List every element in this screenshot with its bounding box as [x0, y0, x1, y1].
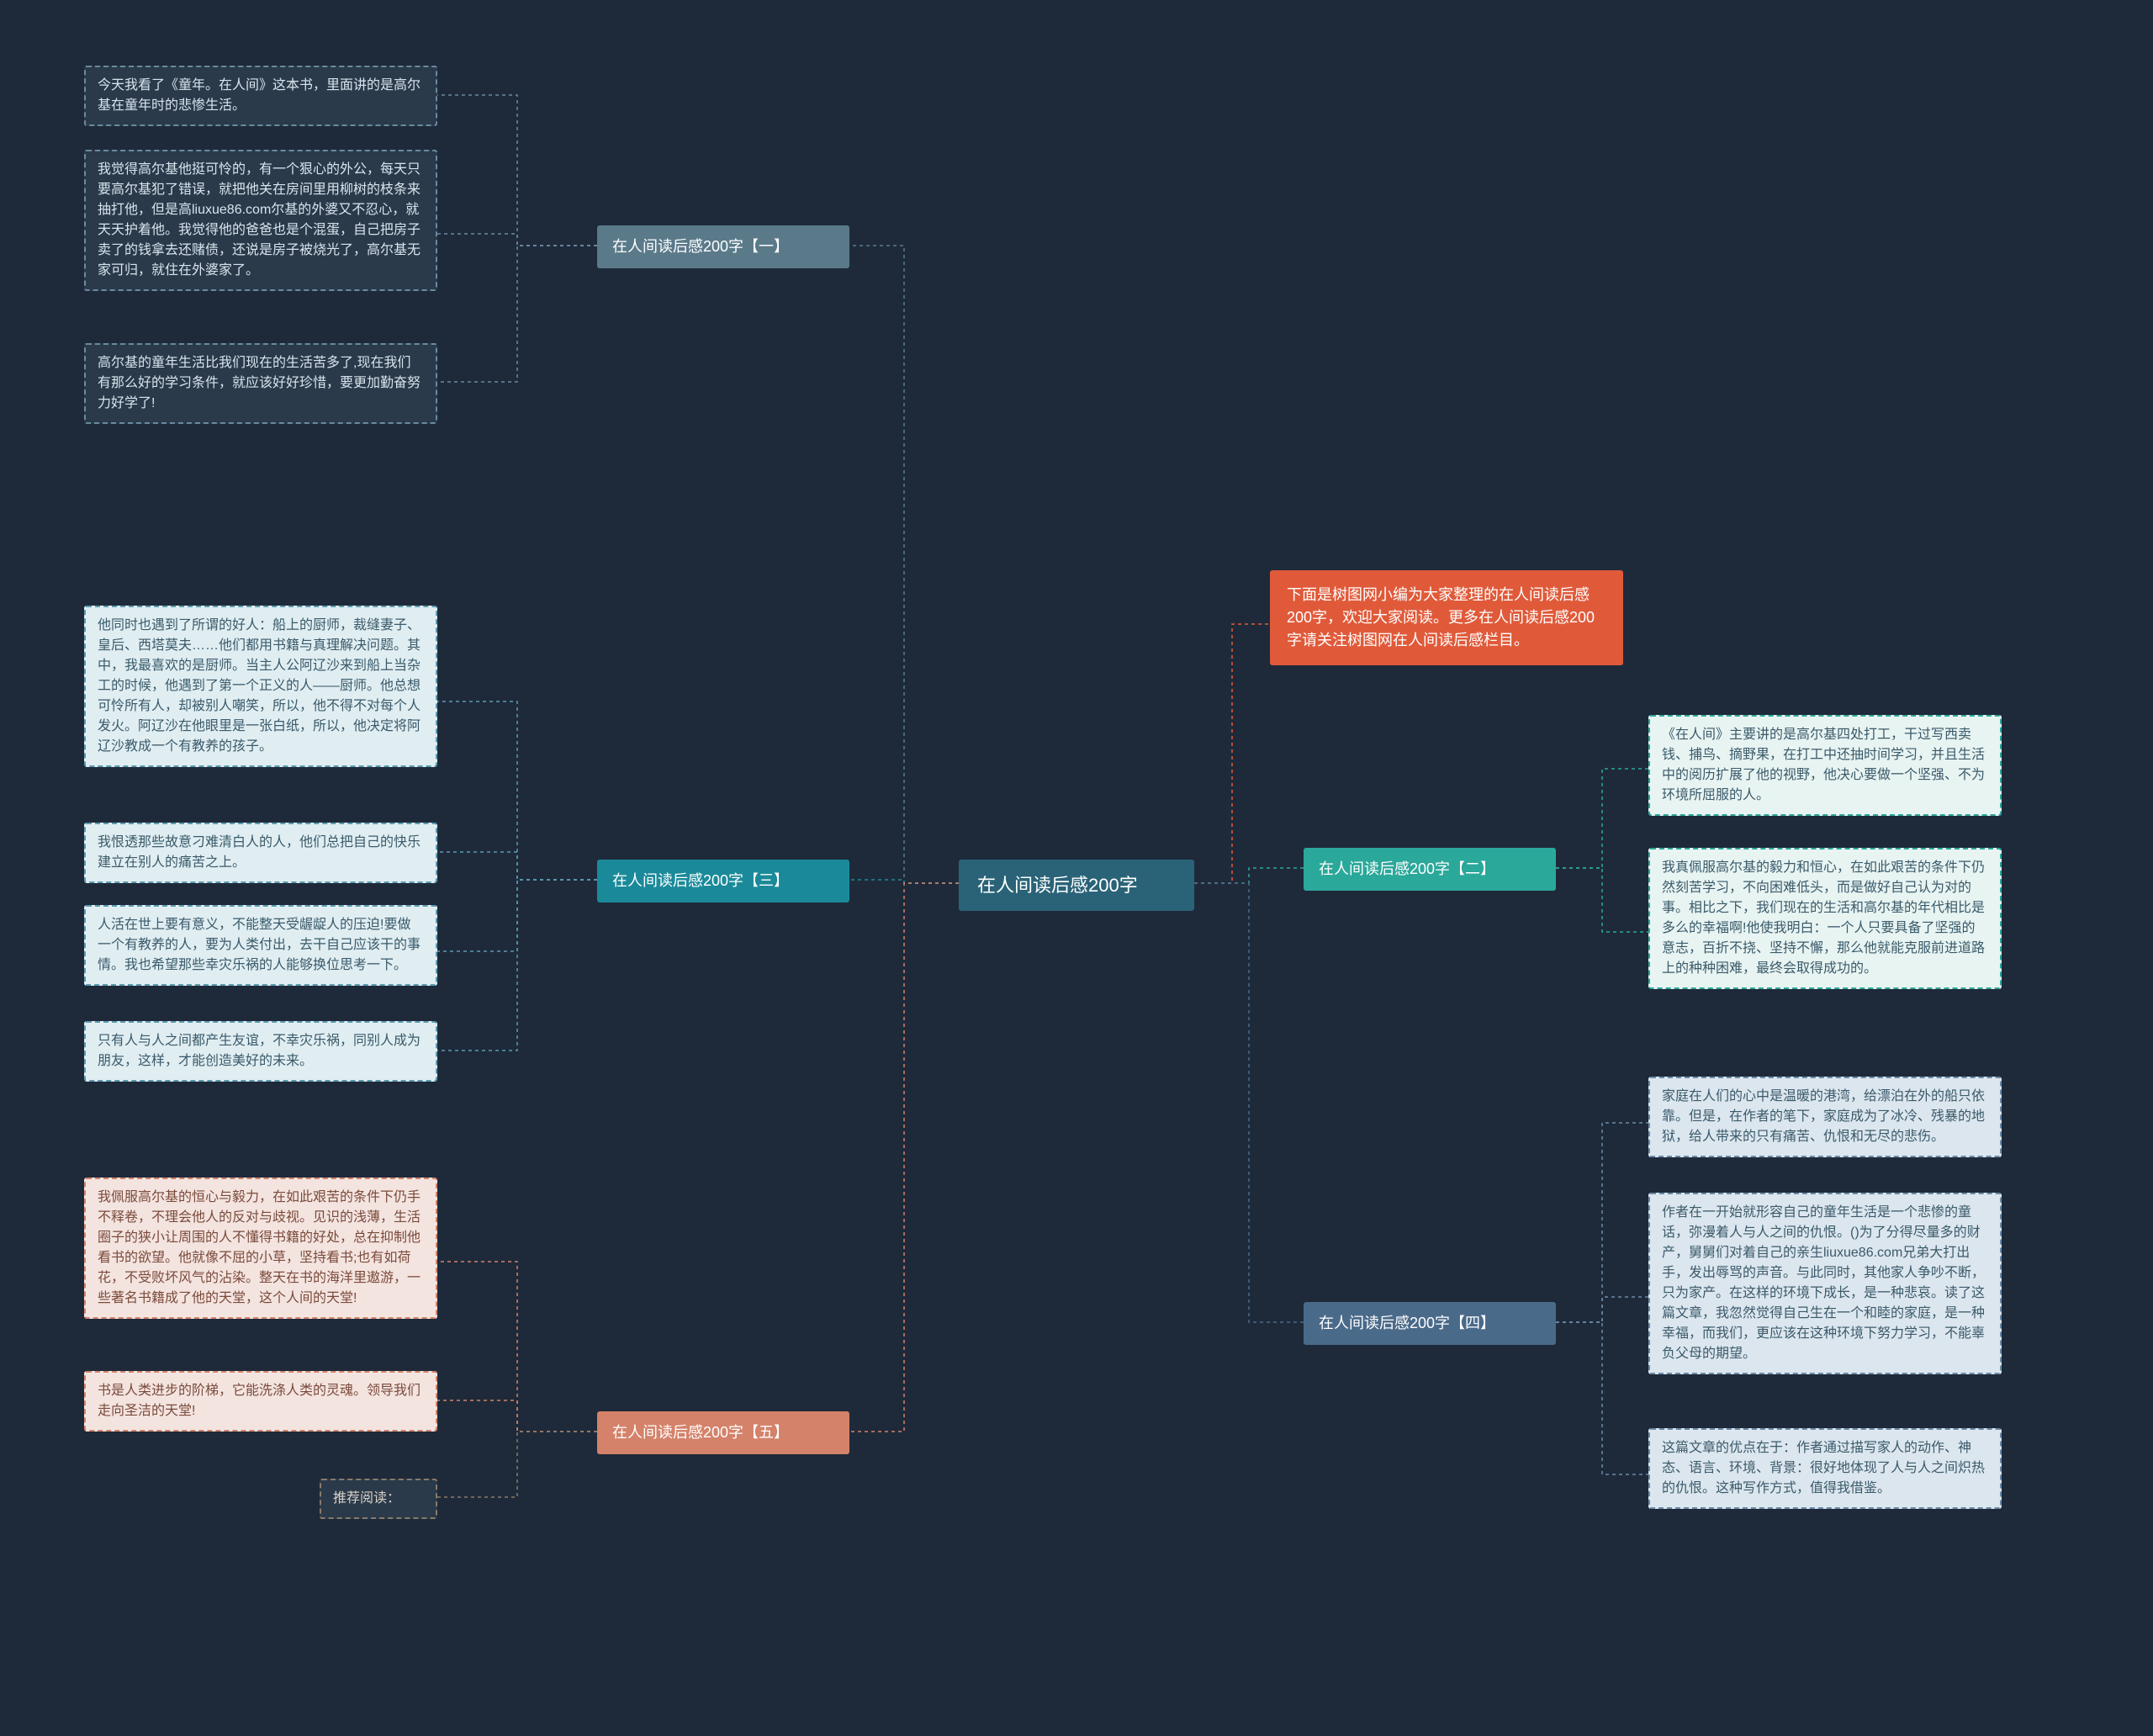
- leaf-text: 我觉得高尔基他挺可怜的，有一个狠心的外公，每天只要高尔基犯了错误，就把他关在房间…: [98, 162, 421, 278]
- leaf-node: 我恨透那些故意刁难清白人的人，他们总把自己的快乐建立在别人的痛苦之上。: [84, 823, 437, 883]
- leaf-text: 我佩服高尔基的恒心与毅力，在如此艰苦的条件下仍手不释卷，不理会他人的反对与歧视。…: [98, 1190, 421, 1305]
- intro-text: 下面是树图网小编为大家整理的在人间读后感200字，欢迎大家阅读。更多在人间读后感…: [1287, 586, 1595, 648]
- leaf-text: 只有人与人之间都产生友谊，不幸灾乐祸，同别人成为朋友，这样，才能创造美好的未来。: [98, 1034, 421, 1068]
- leaf-node: 推荐阅读：: [320, 1479, 437, 1519]
- leaf-text: 书是人类进步的阶梯，它能洗涤人类的灵魂。领导我们走向圣洁的天堂!: [98, 1384, 421, 1418]
- leaf-text: 今天我看了《童年。在人间》这本书，里面讲的是高尔基在童年时的悲惨生活。: [98, 78, 421, 113]
- leaf-text: 家庭在人们的心中是温暖的港湾，给漂泊在外的船只依靠。但是，在作者的笔下，家庭成为…: [1662, 1089, 1985, 1144]
- leaf-text: 人活在世上要有意义，不能整天受龌龊人的压迫!要做一个有教养的人，要为人类付出，去…: [98, 918, 421, 972]
- section-label: 在人间读后感200字【五】: [612, 1424, 789, 1441]
- section-label: 在人间读后感200字【二】: [1319, 860, 1495, 877]
- center-label: 在人间读后感200字: [977, 875, 1138, 896]
- section-node-s5: 在人间读后感200字【五】: [597, 1411, 849, 1454]
- leaf-node: 我真佩服高尔基的毅力和恒心，在如此艰苦的条件下仍然刻苦学习，不向困难低头，而是做…: [1648, 848, 2002, 989]
- leaf-node: 我佩服高尔基的恒心与毅力，在如此艰苦的条件下仍手不释卷，不理会他人的反对与歧视。…: [84, 1178, 437, 1319]
- leaf-node: 书是人类进步的阶梯，它能洗涤人类的灵魂。领导我们走向圣洁的天堂!: [84, 1371, 437, 1432]
- leaf-text: 他同时也遇到了所谓的好人：船上的厨师，裁缝妻子、皇后、西塔莫夫……他们都用书籍与…: [98, 618, 421, 754]
- leaf-text: 这篇文章的优点在于：作者通过描写家人的动作、神态、语言、环境、背景：很好地体现了…: [1662, 1441, 1985, 1495]
- leaf-node: 高尔基的童年生活比我们现在的生活苦多了,现在我们有那么好的学习条件，就应该好好珍…: [84, 343, 437, 424]
- section-node-s1: 在人间读后感200字【一】: [597, 225, 849, 268]
- leaf-node: 我觉得高尔基他挺可怜的，有一个狠心的外公，每天只要高尔基犯了错误，就把他关在房间…: [84, 150, 437, 291]
- leaf-text: 《在人间》主要讲的是高尔基四处打工，干过写西卖钱、捕鸟、摘野果，在打工中还抽时间…: [1662, 728, 1985, 802]
- leaf-text: 作者在一开始就形容自己的童年生活是一个悲惨的童话，弥漫着人与人之间的仇恨。()为…: [1662, 1205, 1985, 1361]
- leaf-node: 今天我看了《童年。在人间》这本书，里面讲的是高尔基在童年时的悲惨生活。: [84, 66, 437, 126]
- leaf-node: 《在人间》主要讲的是高尔基四处打工，干过写西卖钱、捕鸟、摘野果，在打工中还抽时间…: [1648, 715, 2002, 816]
- leaf-node: 这篇文章的优点在于：作者通过描写家人的动作、神态、语言、环境、背景：很好地体现了…: [1648, 1428, 2002, 1509]
- leaf-text: 推荐阅读：: [333, 1491, 400, 1506]
- center-node: 在人间读后感200字: [959, 860, 1194, 911]
- leaf-node: 家庭在人们的心中是温暖的港湾，给漂泊在外的船只依靠。但是，在作者的笔下，家庭成为…: [1648, 1077, 2002, 1157]
- section-node-s3: 在人间读后感200字【三】: [597, 860, 849, 902]
- leaf-text: 我恨透那些故意刁难清白人的人，他们总把自己的快乐建立在别人的痛苦之上。: [98, 835, 421, 870]
- section-node-s2: 在人间读后感200字【二】: [1304, 848, 1556, 891]
- leaf-node: 人活在世上要有意义，不能整天受龌龊人的压迫!要做一个有教养的人，要为人类付出，去…: [84, 905, 437, 986]
- section-label: 在人间读后感200字【一】: [612, 238, 789, 255]
- intro-node: 下面是树图网小编为大家整理的在人间读后感200字，欢迎大家阅读。更多在人间读后感…: [1270, 570, 1623, 665]
- leaf-text: 我真佩服高尔基的毅力和恒心，在如此艰苦的条件下仍然刻苦学习，不向困难低头，而是做…: [1662, 860, 1985, 976]
- section-node-s4: 在人间读后感200字【四】: [1304, 1302, 1556, 1345]
- leaf-node: 只有人与人之间都产生友谊，不幸灾乐祸，同别人成为朋友，这样，才能创造美好的未来。: [84, 1021, 437, 1082]
- leaf-node: 他同时也遇到了所谓的好人：船上的厨师，裁缝妻子、皇后、西塔莫夫……他们都用书籍与…: [84, 606, 437, 767]
- leaf-text: 高尔基的童年生活比我们现在的生活苦多了,现在我们有那么好的学习条件，就应该好好珍…: [98, 356, 421, 410]
- section-label: 在人间读后感200字【三】: [612, 872, 789, 889]
- leaf-node: 作者在一开始就形容自己的童年生活是一个悲惨的童话，弥漫着人与人之间的仇恨。()为…: [1648, 1193, 2002, 1374]
- section-label: 在人间读后感200字【四】: [1319, 1315, 1495, 1331]
